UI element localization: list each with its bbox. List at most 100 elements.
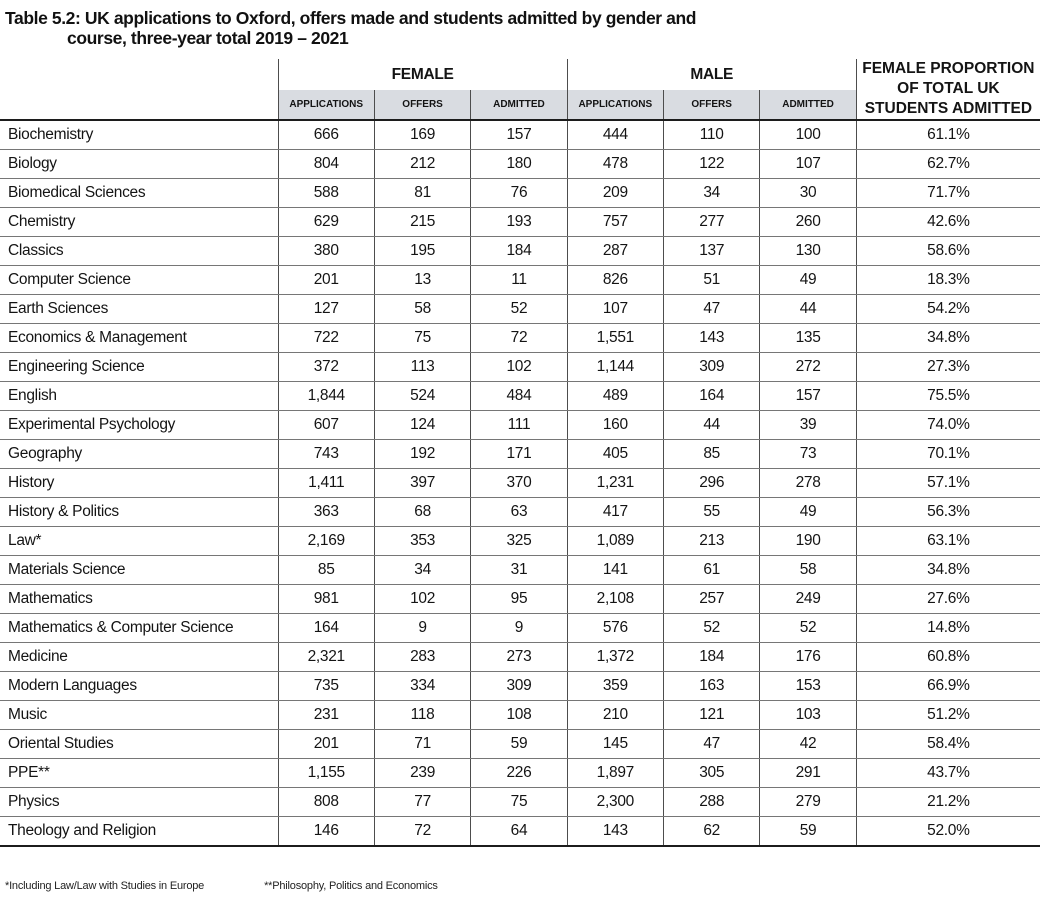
male-applications-header: APPLICATIONS [566,90,664,122]
count-value: 607 [277,410,375,441]
count-value: 826 [566,265,664,296]
course-name: Classics [0,236,279,267]
table-row: Biology 804 212 180 478 122 107 62.7% [0,149,1040,180]
proportion-value: 56.3% [855,497,1040,528]
count-value: 103 [759,700,857,731]
table-row: Biomedical Sciences 588 81 76 209 34 30 71.7% [0,178,1040,209]
course-name: Materials Science [0,555,279,586]
count-value: 193 [470,207,568,238]
course-name: History [0,468,279,499]
count-value: 77 [373,787,471,818]
count-value: 209 [566,178,664,209]
course-name: Earth Sciences [0,294,279,325]
count-value: 160 [566,410,664,441]
count-value: 163 [662,671,760,702]
count-value: 489 [566,381,664,412]
count-value: 157 [470,120,568,151]
proportion-value: 54.2% [855,294,1040,325]
course-name: Oriental Studies [0,729,279,760]
count-value: 13 [373,265,471,296]
count-value: 1,144 [566,352,664,383]
table-body: Biochemistry 666 169 157 444 110 100 61.1% Biolo… [0,120,1040,848]
course-name: Biomedical Sciences [0,178,279,209]
table-row: Computer Science 201 13 11 826 51 49 18.3% [0,265,1040,296]
count-value: 72 [470,323,568,354]
table-row: Engineering Science 372 113 102 1,144 309 272 2… [0,352,1040,383]
count-value: 2,321 [277,642,375,673]
count-value: 231 [277,700,375,731]
count-value: 334 [373,671,471,702]
course-name: Biology [0,149,279,180]
table-row: Physics 808 77 75 2,300 288 279 21.2% [0,787,1040,818]
count-value: 49 [759,497,857,528]
count-value: 215 [373,207,471,238]
footnote-law: *Including Law/Law with Studies in Europ… [5,880,205,893]
count-value: 157 [759,381,857,412]
proportion-value: 58.4% [855,729,1040,760]
count-value: 164 [277,613,375,644]
female-offers-header: OFFERS [373,90,471,122]
count-value: 1,372 [566,642,664,673]
count-value: 576 [566,613,664,644]
count-value: 42 [759,729,857,760]
proportion-value: 34.8% [855,555,1040,586]
count-value: 59 [470,729,568,760]
count-value: 309 [662,352,760,383]
proportion-value: 75.5% [855,381,1040,412]
count-value: 44 [662,410,760,441]
count-value: 2,169 [277,526,375,557]
course-name: Engineering Science [0,352,279,383]
admissions-table: FEMALE MALE FEMALE PROPORTION OF TOTAL U… [0,59,1040,848]
count-value: 127 [277,294,375,325]
course-name: Computer Science [0,265,279,296]
table-row: History & Politics 363 68 63 417 55 49 56.3% [0,497,1040,528]
proportion-value: 61.1% [855,120,1040,151]
count-value: 34 [373,555,471,586]
proportion-value: 71.7% [855,178,1040,209]
proportion-value: 70.1% [855,439,1040,470]
count-value: 176 [759,642,857,673]
count-value: 808 [277,787,375,818]
count-value: 81 [373,178,471,209]
female-proportion-header: FEMALE PROPORTION OF TOTAL UK STUDENTS A… [855,59,1040,122]
count-value: 1,551 [566,323,664,354]
count-value: 478 [566,149,664,180]
count-value: 201 [277,729,375,760]
table-row: Modern Languages 735 334 309 359 163 153 66.9% [0,671,1040,702]
count-value: 757 [566,207,664,238]
count-value: 108 [470,700,568,731]
count-value: 273 [470,642,568,673]
table-title-line2: course, three-year total 2019 – 2021 [67,28,349,48]
proportion-value: 34.8% [855,323,1040,354]
count-value: 171 [470,439,568,470]
count-value: 52 [470,294,568,325]
count-value: 68 [373,497,471,528]
table-row: Theology and Religion 146 72 64 143 62 59 52.0% [0,816,1040,848]
count-value: 34 [662,178,760,209]
count-value: 210 [566,700,664,731]
course-name: Mathematics & Computer Science [0,613,279,644]
count-value: 9 [470,613,568,644]
sub-header-row: APPLICATIONS OFFERS ADMITTED APPLICATION… [0,90,1040,122]
course-name: Theology and Religion [0,816,279,848]
count-value: 1,411 [277,468,375,499]
count-value: 153 [759,671,857,702]
count-value: 52 [662,613,760,644]
course-name: Law* [0,526,279,557]
table-row: Biochemistry 666 169 157 444 110 100 61.1% [0,120,1040,151]
count-value: 164 [662,381,760,412]
footnotes: *Including Law/Law with Studies in Europ… [5,880,1049,892]
proportion-value: 43.7% [855,758,1040,789]
count-value: 52 [759,613,857,644]
count-value: 370 [470,468,568,499]
count-value: 85 [277,555,375,586]
count-value: 1,844 [277,381,375,412]
count-value: 47 [662,729,760,760]
count-value: 1,155 [277,758,375,789]
count-value: 58 [373,294,471,325]
table-row: Oriental Studies 201 71 59 145 47 42 58.4% [0,729,1040,760]
count-value: 201 [277,265,375,296]
count-value: 71 [373,729,471,760]
count-value: 63 [470,497,568,528]
count-value: 444 [566,120,664,151]
